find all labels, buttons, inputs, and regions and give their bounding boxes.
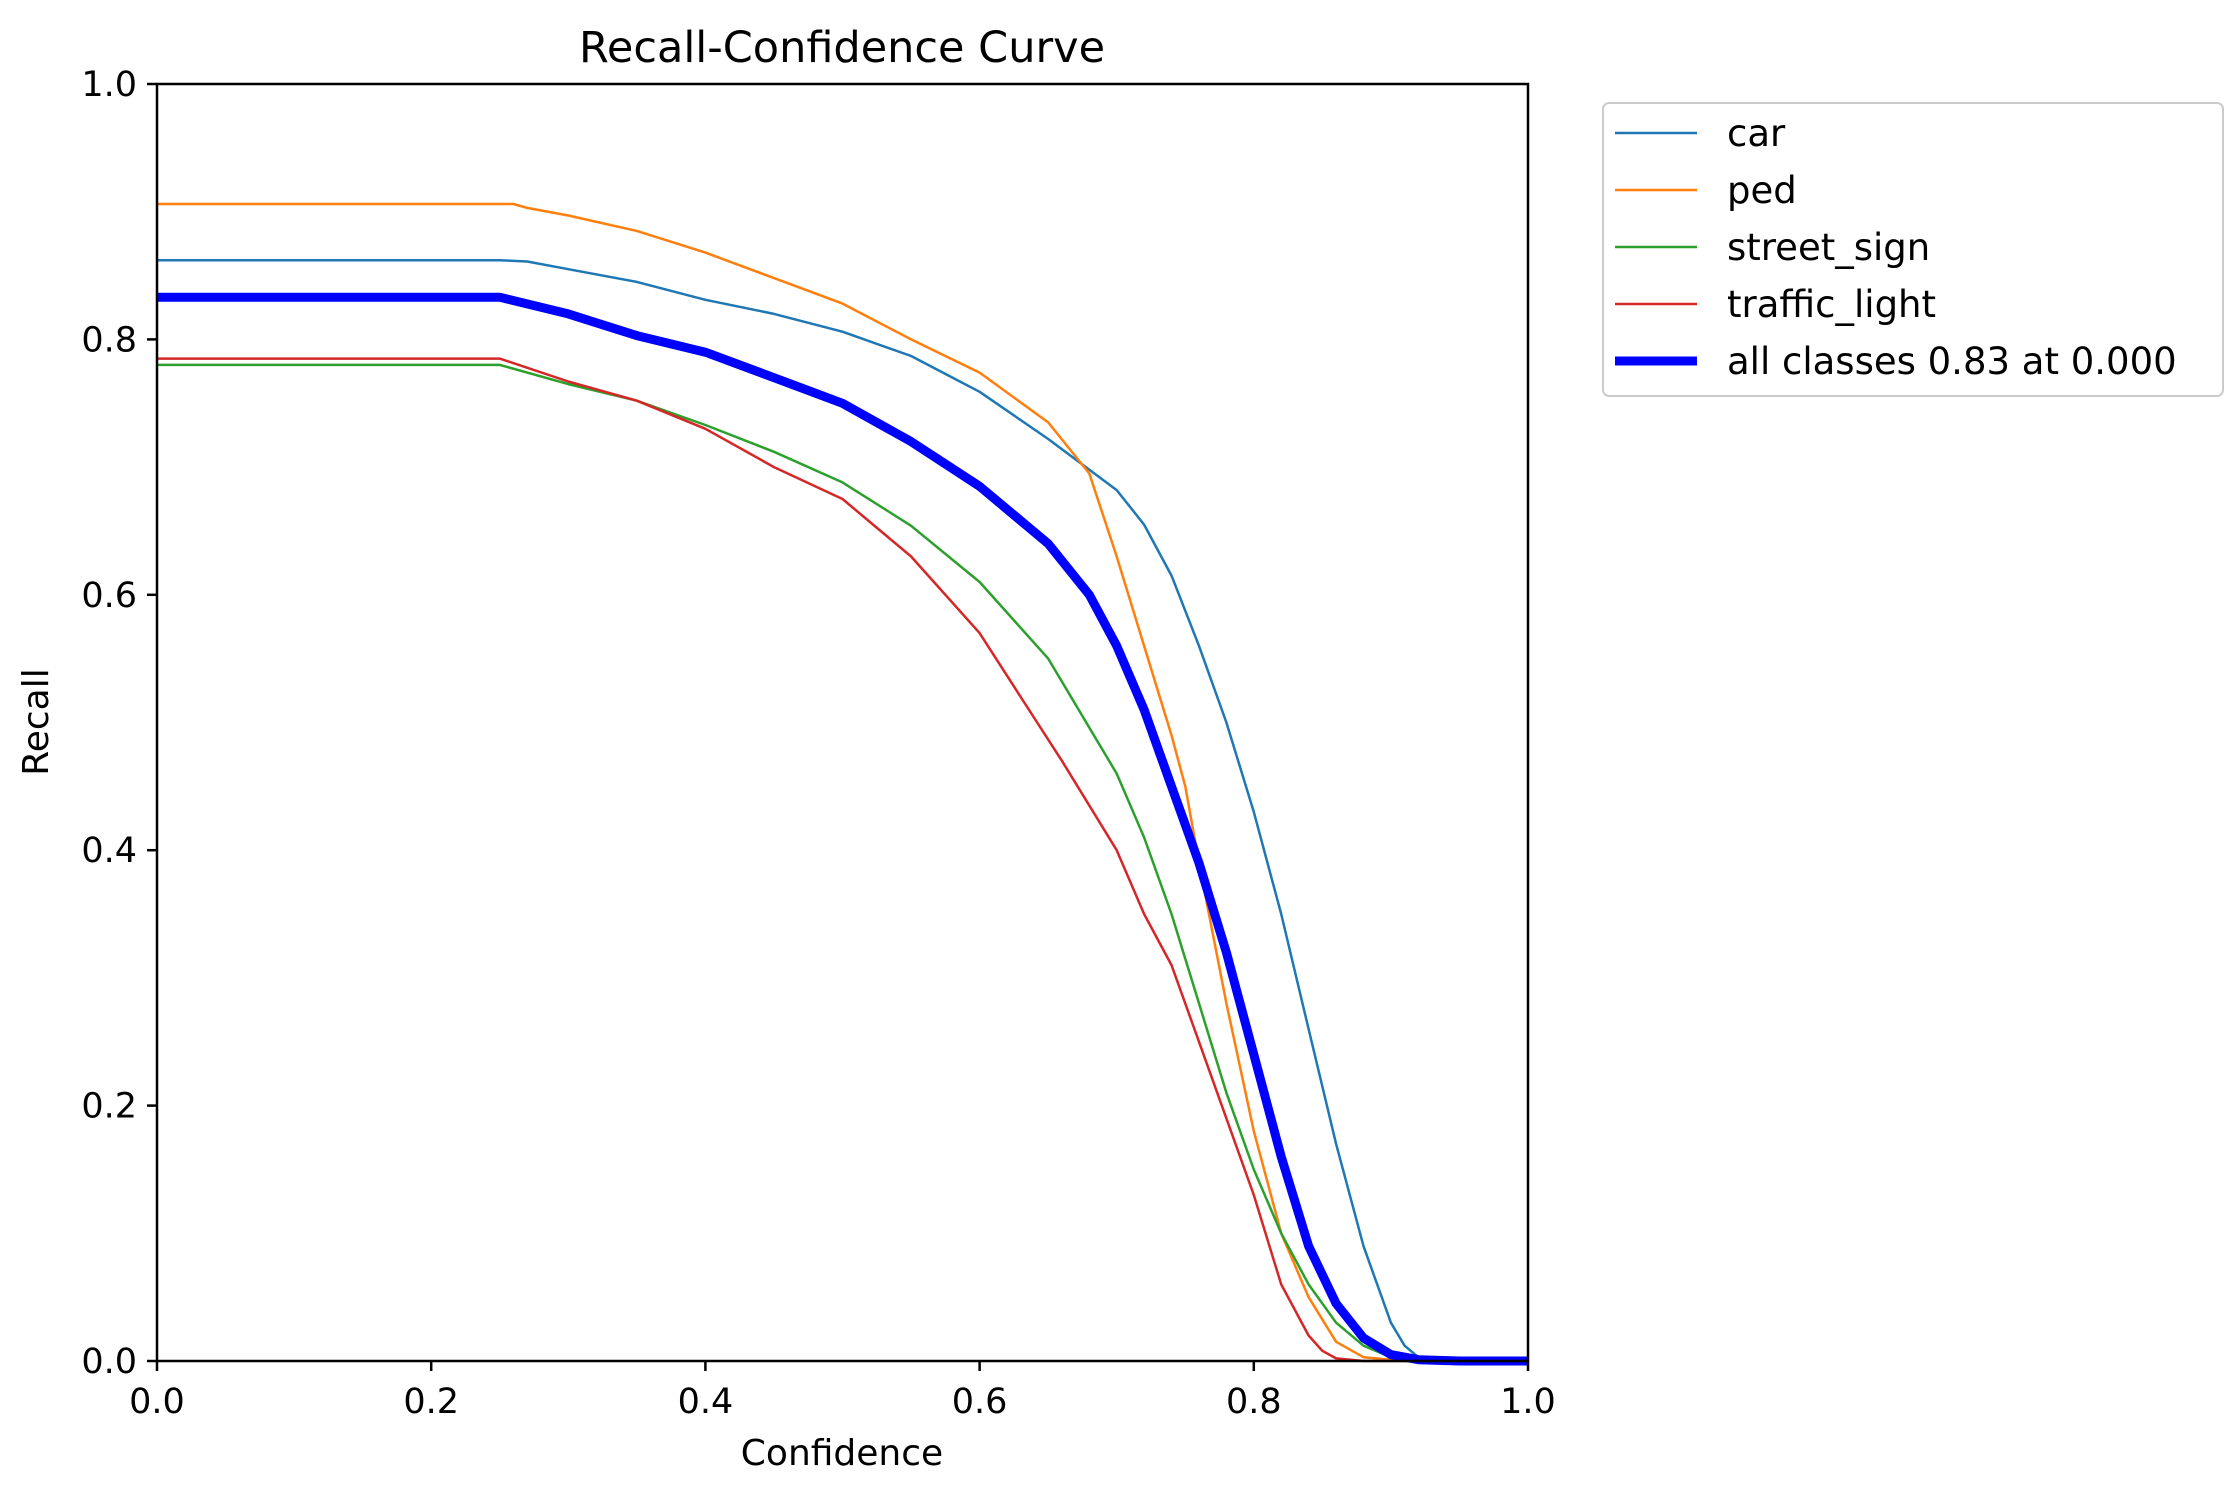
- series-line-car: [157, 258, 1528, 1363]
- x-tick-label: 0.2: [403, 1382, 459, 1422]
- y-tick-label: 0.6: [81, 576, 137, 616]
- legend-label: traffic_light: [1727, 283, 1936, 326]
- series-line-street-sign: [157, 363, 1528, 1363]
- series-line-traffic-light: [157, 357, 1528, 1363]
- y-axis-label: Recall: [16, 668, 57, 775]
- x-tick-label: 0.0: [129, 1382, 185, 1422]
- legend-box: [1602, 102, 2224, 397]
- x-tick-label: 0.6: [952, 1382, 1008, 1422]
- plot-frame: [155, 82, 1530, 1363]
- x-tick-label: 0.8: [1226, 1382, 1282, 1422]
- y-tick-label: 0.4: [81, 831, 137, 871]
- y-tick-label: 0.0: [81, 1342, 137, 1382]
- legend-label: car: [1727, 112, 1786, 155]
- y-axis-ticks: 0.0 0.2 0.4 0.6 0.8 1.0: [81, 65, 157, 1382]
- chart-title: Recall-Confidence Curve: [579, 23, 1105, 73]
- legend-label: all classes 0.83 at 0.000: [1727, 340, 2177, 383]
- legend-label: street_sign: [1727, 226, 1930, 269]
- legend-label: ped: [1727, 169, 1797, 212]
- y-tick-label: 1.0: [81, 65, 137, 105]
- x-tick-label: 1.0: [1500, 1382, 1556, 1422]
- x-tick-label: 0.4: [678, 1382, 734, 1422]
- series-line-ped: [157, 202, 1528, 1363]
- x-axis-label: Confidence: [741, 1433, 943, 1474]
- plot-lines: [157, 202, 1528, 1366]
- y-tick-label: 0.2: [81, 1087, 137, 1127]
- x-axis-ticks: 0.0 0.2 0.4 0.6 0.8 1.0: [129, 1361, 1556, 1422]
- series-line-all: [157, 292, 1528, 1366]
- y-tick-label: 0.8: [81, 320, 137, 360]
